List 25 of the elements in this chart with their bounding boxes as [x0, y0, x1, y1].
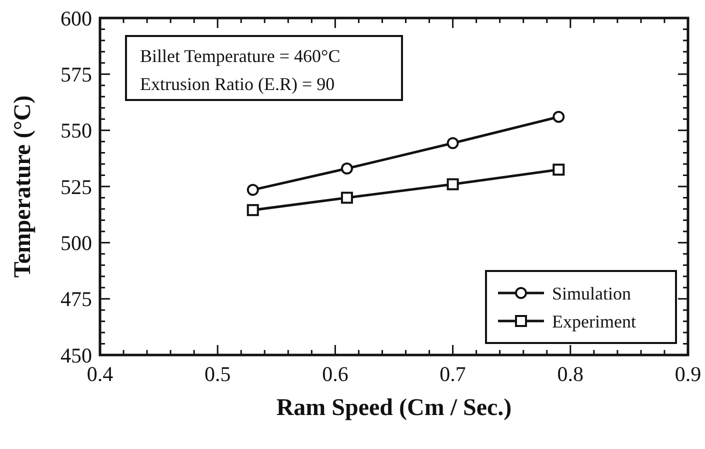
- y-tick-label: 550: [60, 118, 92, 143]
- point: [552, 164, 565, 176]
- point: [446, 178, 459, 190]
- x-tick-label: 0.8: [557, 362, 584, 386]
- legend-label: Simulation: [552, 283, 632, 304]
- point: [340, 192, 353, 204]
- point: [446, 137, 459, 150]
- point: [340, 162, 353, 175]
- point: [246, 184, 259, 196]
- point: [246, 204, 259, 216]
- y-axis-title: Temperature (°C): [10, 95, 36, 278]
- y-tick-label: 575: [60, 62, 92, 87]
- legend-label: Experiment: [552, 311, 636, 332]
- y-tick-label: 475: [60, 287, 92, 312]
- x-tick-label: 0.7: [440, 362, 466, 386]
- x-tick-label: 0.5: [204, 362, 231, 386]
- x-axis-title: Ram Speed (Cm / Sec.): [276, 395, 512, 421]
- annotation: Extrusion Ratio (E.R) = 90: [140, 74, 335, 94]
- x-tick-label: 0.6: [322, 362, 348, 386]
- x-tick-label: 0.9: [674, 362, 702, 386]
- point: [552, 110, 565, 123]
- y-tick-label: 500: [60, 231, 92, 256]
- y-tick-label: 600: [60, 6, 92, 30]
- y-tick-label: 525: [60, 174, 92, 199]
- annotation: Billet Temperature = 460°C: [140, 46, 340, 66]
